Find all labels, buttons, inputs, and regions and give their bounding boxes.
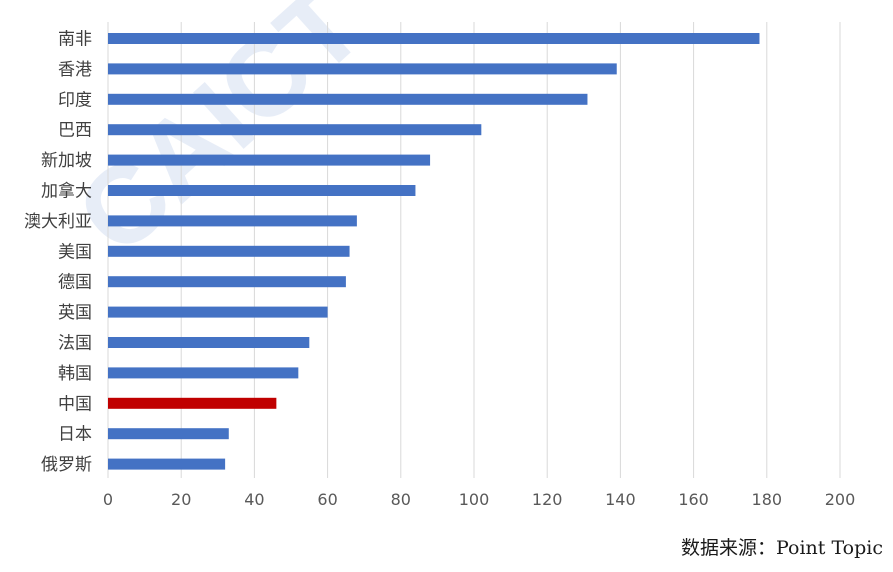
category-label: 俄罗斯 [41,455,92,475]
x-tick-label: 60 [317,490,337,509]
bar [108,185,416,196]
category-label: 澳大利亚 [24,212,92,232]
category-label: 香港 [58,60,92,80]
x-tick-label: 80 [391,490,411,509]
category-label: 南非 [58,30,92,50]
bar [108,458,226,470]
category-label: 巴西 [58,121,92,141]
x-tick-label: 200 [825,490,856,509]
bar [108,215,357,227]
bar [108,33,760,44]
x-axis-ticks: 0 20 40 60 80 100 120 140 160 180 200 [103,490,855,509]
x-tick-label: 160 [678,490,709,509]
category-label: 加拿大 [41,181,92,202]
bar [108,367,299,379]
bar [108,154,431,166]
category-label: 英国 [58,303,92,323]
category-label: 德国 [58,273,92,293]
category-label: 日本 [58,425,92,445]
bar [108,276,346,288]
bar-chart: CAICT 南非香港印度巴西新加坡加拿大澳大利亚美国德国英国法国韩国中国日本俄罗… [24,0,855,509]
category-label: 韩国 [58,364,92,384]
x-tick-label: 120 [532,490,563,509]
bars [108,33,760,470]
bar [108,397,277,409]
x-tick-label: 20 [171,490,191,509]
bar [108,93,588,105]
category-label: 新加坡 [41,151,92,171]
category-label: 美国 [58,242,92,262]
x-tick-label: 0 [103,490,113,509]
bar [108,306,328,318]
bar [108,337,310,348]
bar [108,124,482,136]
category-label: 中国 [58,394,92,414]
x-tick-label: 100 [459,490,490,509]
bar [108,428,229,440]
source-note: 数据来源：Point Topic [681,537,883,559]
x-tick-label: 180 [752,490,783,509]
category-label: 法国 [58,334,92,354]
category-label: 印度 [58,90,92,110]
x-tick-label: 40 [244,490,264,509]
x-tick-label: 140 [605,490,636,509]
bar [108,245,350,257]
bar [108,63,617,75]
